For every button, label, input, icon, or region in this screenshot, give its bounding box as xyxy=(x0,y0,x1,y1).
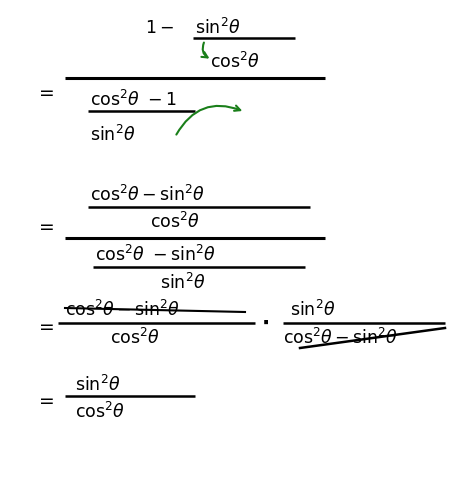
Text: $1 -$: $1 -$ xyxy=(145,19,174,37)
Text: $\cos^2\!\theta - \sin^2\!\theta$: $\cos^2\!\theta - \sin^2\!\theta$ xyxy=(90,185,205,205)
Text: $\cos^2\!\theta \ - 1$: $\cos^2\!\theta \ - 1$ xyxy=(90,90,176,110)
Text: $=$: $=$ xyxy=(35,83,54,101)
Text: $\cos^2\!\theta - \sin^2\!\theta$: $\cos^2\!\theta - \sin^2\!\theta$ xyxy=(65,300,180,320)
Text: $\sin^2\!\theta$: $\sin^2\!\theta$ xyxy=(289,300,335,320)
Text: $\cos^2\!\theta$: $\cos^2\!\theta$ xyxy=(110,328,160,348)
Text: $=$: $=$ xyxy=(35,315,54,335)
Text: $\boldsymbol{\cdot}$: $\boldsymbol{\cdot}$ xyxy=(260,313,268,333)
Text: $\cos^2\!\theta$: $\cos^2\!\theta$ xyxy=(210,52,259,72)
Text: $\sin^2\!\theta$: $\sin^2\!\theta$ xyxy=(75,375,120,395)
Text: $\sin^2\!\theta$: $\sin^2\!\theta$ xyxy=(160,273,205,293)
Text: $\cos^2\!\theta$: $\cos^2\!\theta$ xyxy=(150,212,199,232)
Text: $=$: $=$ xyxy=(35,390,54,410)
Text: $\cos^2\!\theta \ - \sin^2\!\theta$: $\cos^2\!\theta \ - \sin^2\!\theta$ xyxy=(95,245,215,265)
Text: $\cos^2\!\theta - \sin^2\!\theta$: $\cos^2\!\theta - \sin^2\!\theta$ xyxy=(283,328,397,348)
Text: $\sin^2\!\theta$: $\sin^2\!\theta$ xyxy=(195,18,240,38)
Text: $=$: $=$ xyxy=(35,215,54,235)
Text: $\cos^2\!\theta$: $\cos^2\!\theta$ xyxy=(75,402,125,422)
Text: $\sin^2\!\theta$: $\sin^2\!\theta$ xyxy=(90,125,135,145)
